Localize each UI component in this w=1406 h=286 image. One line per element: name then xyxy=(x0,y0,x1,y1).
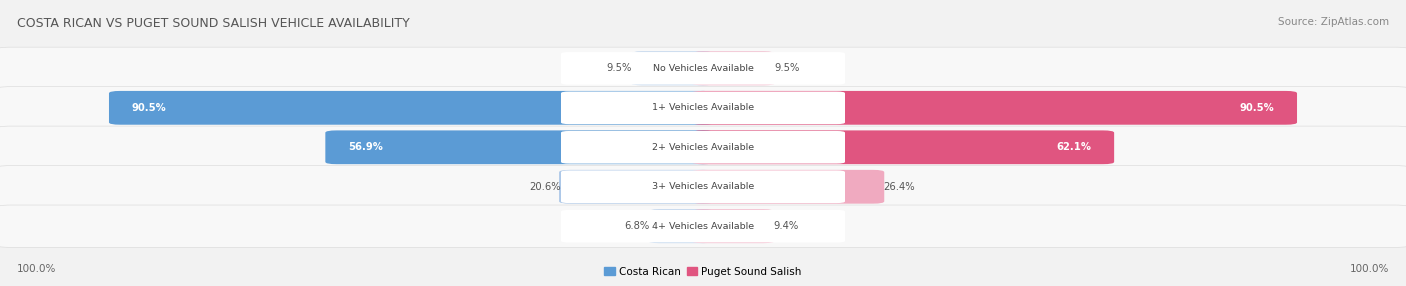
Text: 6.8%: 6.8% xyxy=(624,221,650,231)
FancyBboxPatch shape xyxy=(0,205,1406,247)
FancyBboxPatch shape xyxy=(0,47,1406,90)
FancyBboxPatch shape xyxy=(648,209,714,243)
FancyBboxPatch shape xyxy=(0,87,1406,129)
Text: 90.5%: 90.5% xyxy=(132,103,166,113)
FancyBboxPatch shape xyxy=(561,92,845,124)
FancyBboxPatch shape xyxy=(560,170,714,204)
Text: 9.4%: 9.4% xyxy=(773,221,799,231)
Text: 90.5%: 90.5% xyxy=(1240,103,1274,113)
FancyBboxPatch shape xyxy=(0,126,1406,168)
Text: 20.6%: 20.6% xyxy=(529,182,561,192)
FancyBboxPatch shape xyxy=(0,166,1406,208)
Text: COSTA RICAN VS PUGET SOUND SALISH VEHICLE AVAILABILITY: COSTA RICAN VS PUGET SOUND SALISH VEHICL… xyxy=(17,17,409,30)
FancyBboxPatch shape xyxy=(561,210,845,243)
FancyBboxPatch shape xyxy=(325,130,714,164)
FancyBboxPatch shape xyxy=(561,170,845,203)
Legend: Costa Rican, Puget Sound Salish: Costa Rican, Puget Sound Salish xyxy=(600,263,806,281)
Text: 3+ Vehicles Available: 3+ Vehicles Available xyxy=(652,182,754,191)
Text: 2+ Vehicles Available: 2+ Vehicles Available xyxy=(652,143,754,152)
FancyBboxPatch shape xyxy=(561,131,845,164)
FancyBboxPatch shape xyxy=(692,130,1114,164)
FancyBboxPatch shape xyxy=(630,51,714,85)
FancyBboxPatch shape xyxy=(692,209,775,243)
Text: 4+ Vehicles Available: 4+ Vehicles Available xyxy=(652,222,754,231)
Text: 9.5%: 9.5% xyxy=(775,63,800,73)
Text: No Vehicles Available: No Vehicles Available xyxy=(652,64,754,73)
FancyBboxPatch shape xyxy=(692,91,1296,125)
Text: 56.9%: 56.9% xyxy=(347,142,382,152)
FancyBboxPatch shape xyxy=(692,170,884,204)
Text: 100.0%: 100.0% xyxy=(17,264,56,274)
Text: 9.5%: 9.5% xyxy=(606,63,631,73)
Text: 1+ Vehicles Available: 1+ Vehicles Available xyxy=(652,103,754,112)
Text: Source: ZipAtlas.com: Source: ZipAtlas.com xyxy=(1278,17,1389,27)
Text: 100.0%: 100.0% xyxy=(1350,264,1389,274)
FancyBboxPatch shape xyxy=(561,52,845,85)
Text: 26.4%: 26.4% xyxy=(883,182,914,192)
Text: 62.1%: 62.1% xyxy=(1057,142,1091,152)
FancyBboxPatch shape xyxy=(110,91,714,125)
FancyBboxPatch shape xyxy=(692,51,776,85)
